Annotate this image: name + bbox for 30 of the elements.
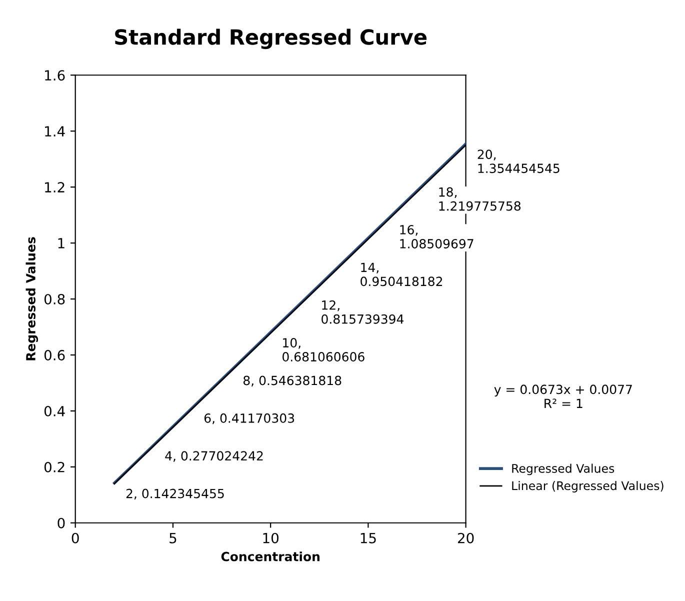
y-tick-label: 1.2	[45, 182, 64, 192]
text: y = 0.0673x + 0.0077 R² = 1	[494, 384, 632, 408]
data-label: 16, 1.08509697	[400, 224, 474, 248]
data-label: 8, 0.546381818	[243, 376, 342, 386]
x-tick-label: 20	[458, 532, 474, 544]
data-label: 12, 0.815739394	[322, 300, 404, 324]
chart-title: Standard Regressed Curve	[115, 28, 427, 50]
y-axis-title: Regressed Values	[26, 237, 38, 360]
y-tick-label: 0.6	[44, 350, 65, 360]
data-label: 4, 0.277024242	[165, 451, 263, 462]
x-axis-title: Concentration	[221, 552, 320, 562]
data-label: 10, 0.681060606	[282, 338, 364, 362]
y-tick-label: 1.4	[45, 126, 65, 136]
y-tick-label: 1.6	[45, 70, 65, 81]
y-tick-label: 1	[58, 238, 64, 248]
x-tick-label: 0	[72, 532, 79, 544]
y-tick-label: 0	[58, 518, 65, 528]
legend-label: Linear (Regressed Values)	[512, 481, 664, 492]
x-tick-label: 10	[263, 532, 278, 544]
data-label: 6, 0.41170303	[204, 413, 294, 424]
y-tick-label: 0.8	[44, 294, 65, 304]
data-label: 14, 0.950418182	[360, 262, 442, 286]
data-label: 18, 1.219775758	[439, 187, 521, 211]
x-tick-label: 15	[360, 533, 376, 544]
x-tick-label: 5	[170, 533, 176, 544]
y-tick-label: 0.4	[44, 406, 65, 416]
data-label: 20, 1.354454545	[478, 150, 560, 174]
y-tick-label: 0.2	[44, 462, 64, 472]
legend-label: Regressed Values	[512, 464, 614, 476]
data-label: 2, 0.142345455	[126, 488, 224, 500]
